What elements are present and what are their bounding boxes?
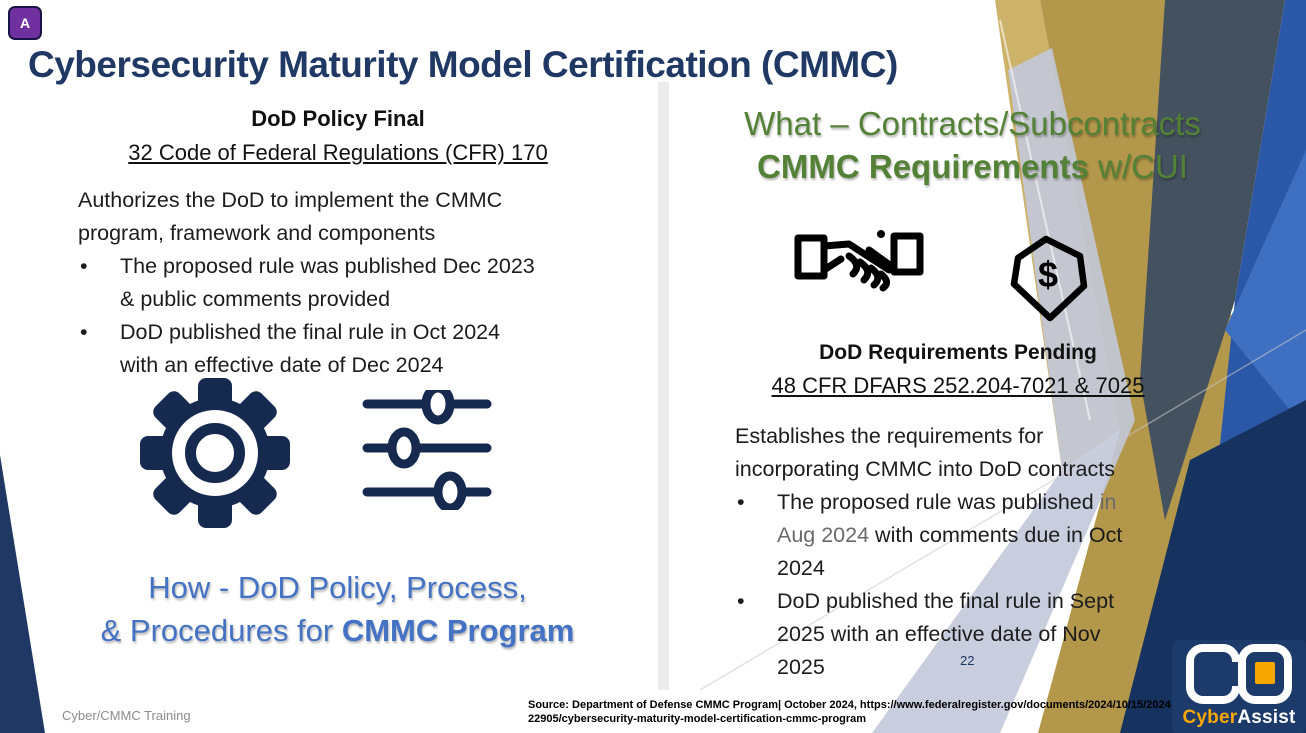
bullet-marker: • bbox=[737, 490, 745, 514]
right-heading-line2-suffix: w/CUI bbox=[1088, 148, 1188, 185]
left-bullet-list: • The proposed rule was published Dec 20… bbox=[80, 250, 620, 382]
light-blue-facet bbox=[1225, 150, 1306, 430]
right-pending-heading: DoD Requirements Pending bbox=[819, 341, 1097, 364]
bullet-line: The proposed rule was published Dec 2023 bbox=[120, 254, 535, 278]
right-intro-line1: Establishes the requirements for bbox=[735, 424, 1044, 448]
bullet-text: DoD published the final rule in Oct 2024… bbox=[120, 316, 500, 382]
list-item: • DoD published the final rule in Sept 2… bbox=[737, 585, 1257, 684]
thin-gray-line bbox=[699, 329, 1306, 691]
price-tag-icon: $ bbox=[1010, 235, 1088, 322]
bottom-left-triangle bbox=[0, 455, 45, 733]
left-subheading: 32 Code of Federal Regulations (CFR) 170 bbox=[128, 140, 548, 165]
bullet-line: DoD published the final rule in Oct 2024 bbox=[120, 320, 501, 344]
gray-date-text: Aug 2024 bbox=[777, 523, 870, 547]
bullet-marker: • bbox=[80, 254, 88, 278]
cyberassist-logo: CyberAssist bbox=[1172, 640, 1306, 733]
bullet-line: The proposed rule was published in bbox=[777, 490, 1117, 514]
left-intro-line1: Authorizes the DoD to implement the CMMC bbox=[78, 188, 503, 212]
bullet-line: Aug 2024 with comments due in Oct bbox=[777, 523, 1123, 547]
list-item: • The proposed rule was published Dec 20… bbox=[80, 250, 620, 316]
left-caption-line2-prefix: & Procedures for bbox=[100, 613, 342, 648]
svg-text:$: $ bbox=[1038, 254, 1058, 295]
page-number: 22 bbox=[960, 653, 975, 668]
gray-date-text: in bbox=[1099, 490, 1117, 514]
bullet-line: DoD published the final rule in Sept bbox=[777, 589, 1115, 613]
badge-label: A bbox=[19, 15, 31, 31]
handshake-icon bbox=[794, 230, 924, 292]
right-pending-subheading: 48 CFR DFARS 252.204-7021 & 7025 bbox=[771, 373, 1145, 398]
left-caption-line2: & Procedures for CMMC Program bbox=[25, 609, 650, 652]
left-heading: DoD Policy Final bbox=[251, 106, 425, 131]
cyberassist-wordmark: CyberAssist bbox=[1182, 707, 1296, 728]
lavender-wedge-upper bbox=[1008, 48, 1135, 470]
sliders-icon bbox=[362, 390, 492, 510]
right-heading: What – Contracts/Subcontracts CMMC Requi… bbox=[680, 102, 1265, 188]
source-line1: Source: Department of Defense CMMC Progr… bbox=[528, 699, 1175, 711]
right-bullet-list: • The proposed rule was published in Aug… bbox=[737, 486, 1257, 684]
slate-wedge bbox=[1140, 0, 1285, 520]
lavender-wedge-lower bbox=[872, 420, 1135, 733]
left-intro: Authorizes the DoD to implement the CMMC… bbox=[78, 184, 618, 250]
bullet-line: & public comments provided bbox=[120, 287, 391, 311]
right-intro-line2: incorporating CMMC into DoD contracts bbox=[735, 457, 1115, 481]
right-heading-line1: What – Contracts/Subcontracts bbox=[744, 105, 1201, 142]
bullet-line: 2025 bbox=[777, 655, 825, 679]
source-citation: Source: Department of Defense CMMC Progr… bbox=[528, 699, 1228, 726]
right-intro: Establishes the requirements for incorpo… bbox=[735, 420, 1255, 486]
bullet-line: with an effective date of Dec 2024 bbox=[120, 353, 444, 377]
left-caption-line2-bold: CMMC Program bbox=[341, 613, 575, 648]
thin-white-line bbox=[999, 19, 1091, 421]
footer-training-label: Cyber/CMMC Training bbox=[62, 708, 191, 723]
right-heading-line2-bold: CMMC Requirements bbox=[757, 148, 1089, 185]
source-line2: 22905/cybersecurity-maturity-model-certi… bbox=[528, 712, 867, 725]
bullet-text: The proposed rule was published in Aug 2… bbox=[777, 486, 1122, 585]
bullet-marker: • bbox=[80, 320, 88, 344]
bullet-text: The proposed rule was published Dec 2023… bbox=[120, 250, 535, 316]
cyberassist-logo-mark bbox=[1186, 644, 1292, 704]
left-intro-line2: program, framework and components bbox=[78, 221, 436, 245]
bullet-text: DoD published the final rule in Sept 202… bbox=[777, 585, 1114, 684]
left-caption-line1: How - DoD Policy, Process, bbox=[148, 570, 527, 605]
column-divider bbox=[658, 82, 669, 690]
gear-icon bbox=[140, 378, 290, 528]
page-title: Cybersecurity Maturity Model Certificati… bbox=[28, 44, 898, 85]
left-caption: How - DoD Policy, Process, & Procedures … bbox=[25, 566, 650, 652]
list-item: • The proposed rule was published in Aug… bbox=[737, 486, 1257, 585]
slide-letter-badge: A bbox=[8, 6, 42, 40]
bullet-marker: • bbox=[737, 589, 745, 613]
list-item: • DoD published the final rule in Oct 20… bbox=[80, 316, 620, 382]
right-heading-line2: CMMC Requirements w/CUI bbox=[680, 145, 1265, 188]
bullet-line: 2024 bbox=[777, 556, 825, 580]
bullet-line: 2025 with an effective date of Nov bbox=[777, 622, 1101, 646]
